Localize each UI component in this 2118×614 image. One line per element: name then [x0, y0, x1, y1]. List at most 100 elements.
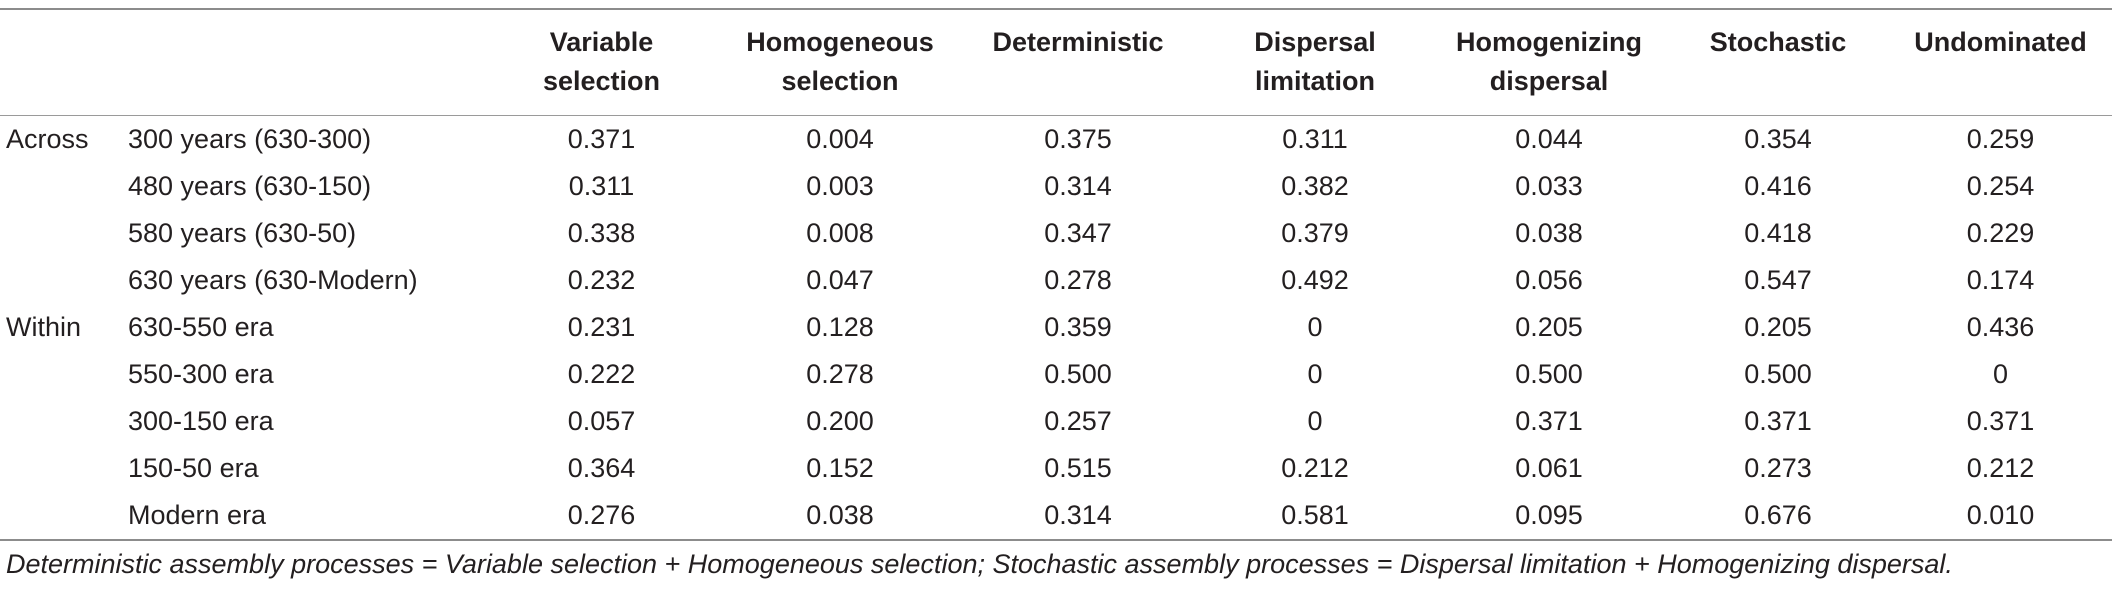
table-cell: 0.276 — [567, 500, 636, 530]
table-cell: 0.382 — [1281, 171, 1349, 201]
table-cell: 0.311 — [1199, 115, 1431, 163]
column-header-line1: Homogeneous — [746, 27, 934, 57]
data-table: Variable selection Homogeneous selection Det… — [0, 10, 2112, 539]
table-cell: 0.008 — [806, 218, 874, 248]
column-header — [128, 10, 480, 116]
table-cell: 0.500 — [1515, 359, 1583, 389]
row-label: 550-300 era — [128, 359, 274, 389]
table-cell: 0.311 — [568, 171, 635, 201]
row-group-label: Within — [6, 312, 82, 342]
table-row: 150-50 era 0.364 0.152 0.515 0.212 0.061 0.273… — [0, 445, 2112, 492]
table-row: 300-150 era 0.057 0.200 0.257 0 0.371 0.371 0.3… — [0, 398, 2112, 445]
table-cell: 0.200 — [806, 406, 874, 436]
table-cell: 0.547 — [1744, 265, 1812, 295]
table-cell: 0 — [1307, 312, 1323, 342]
row-label: 630-550 era — [128, 312, 274, 342]
table-cell: 0.416 — [1744, 171, 1812, 201]
table-cell: 0.492 — [1281, 265, 1349, 295]
table-cell: 0.056 — [1515, 265, 1583, 295]
row-label: Modern era — [128, 500, 267, 530]
row-label: 150-50 era — [128, 453, 259, 483]
column-header-line2: dispersal — [1489, 66, 1609, 96]
table-cell: 0.371 — [480, 115, 723, 163]
table-row: Modern era 0.276 0.038 0.314 0.581 0.095 0.676… — [0, 492, 2112, 539]
table-header: Variable selection Homogeneous selection Det… — [0, 10, 2112, 116]
column-header — [0, 10, 128, 116]
column-header: Dispersal limitation — [1199, 10, 1431, 116]
row-group-label — [0, 163, 128, 210]
row-group-label — [0, 351, 128, 398]
table-cell: 0.047 — [806, 265, 874, 295]
column-header: Variable selection — [480, 10, 723, 116]
table-cell: 0.515 — [1044, 453, 1112, 483]
table-cell: 0 — [1307, 359, 1323, 389]
row-label: 300-150 era — [128, 406, 274, 436]
table-cell: 0.174 — [1966, 265, 2035, 295]
table-cell: 0.231 — [567, 312, 636, 342]
table-footnote: Deterministic assembly processes = Varia… — [6, 549, 1953, 579]
table-cell: 0.371 — [1515, 406, 1583, 436]
row-label: 580 years (630-50) — [128, 218, 357, 248]
table-cell: 0.044 — [1431, 115, 1667, 163]
table-row: Across 300 years (630-300) 0.371 0.004 0.375… — [0, 115, 2112, 163]
table-cell: 0.229 — [1966, 218, 2035, 248]
table-cell: 0.205 — [1744, 312, 1812, 342]
table-cell: 0.061 — [1515, 453, 1583, 483]
table-cell: 0.128 — [806, 312, 874, 342]
table-cell: 0.212 — [1281, 453, 1349, 483]
table-cell: 0.003 — [806, 171, 874, 201]
row-label: 480 years (630-150) — [128, 171, 372, 201]
table-row: 580 years (630-50) 0.338 0.008 0.347 0.379 0.… — [0, 210, 2112, 257]
column-header-line1: Dispersal — [1254, 27, 1376, 57]
table-cell: 0.359 — [1044, 312, 1112, 342]
table-cell: 0.038 — [1515, 218, 1583, 248]
column-header-line1: Variable — [549, 27, 654, 57]
table-cell: 0.676 — [1744, 500, 1812, 530]
table-cell: 0.004 — [723, 115, 957, 163]
row-group-label: Across — [0, 115, 128, 163]
table-cell: 0 — [1307, 406, 1323, 436]
bottom-rule — [0, 539, 2112, 541]
table-cell: 0.212 — [1966, 453, 2035, 483]
table-cell: 0.038 — [806, 500, 874, 530]
table-cell: 0.500 — [1044, 359, 1112, 389]
table-cell: 0.418 — [1744, 218, 1812, 248]
row-group-label — [0, 398, 128, 445]
table-cell: 0.371 — [1744, 406, 1812, 436]
table-body: Across 300 years (630-300) 0.371 0.004 0.375… — [0, 115, 2112, 540]
table-cell: 0.347 — [1044, 218, 1112, 248]
table-cell: 0.259 — [1889, 115, 2112, 163]
row-group-label — [0, 492, 128, 539]
table-row: 630 years (630-Modern) 0.232 0.047 0.278 0.4… — [0, 257, 2112, 304]
row-group-label — [0, 257, 128, 304]
table-row: 550-300 era 0.222 0.278 0.500 0 0.500 0.500 0 — [0, 351, 2112, 398]
column-header-line1: Deterministic — [992, 27, 1164, 57]
column-header: Deterministic — [957, 10, 1199, 116]
column-header-line2: selection — [781, 66, 899, 96]
column-header-line1: Undominated — [1914, 27, 2087, 57]
table-row: 480 years (630-150) 0.311 0.003 0.314 0.382 0… — [0, 163, 2112, 210]
row-label: 630 years (630-Modern) — [128, 265, 418, 295]
column-header-line1: Stochastic — [1709, 27, 1847, 57]
table-cell: 0.033 — [1515, 171, 1583, 201]
table-cell: 0.278 — [806, 359, 874, 389]
table-cell: 0.500 — [1744, 359, 1812, 389]
table-cell: 0.057 — [567, 406, 636, 436]
table-cell: 0.010 — [1966, 500, 2035, 530]
table-cell: 0.254 — [1966, 171, 2035, 201]
column-header-line1: Homogenizing — [1456, 27, 1642, 57]
table-container: Variable selection Homogeneous selection Det… — [0, 8, 2112, 580]
table-cell: 0.278 — [1044, 265, 1112, 295]
column-header-line2: selection — [542, 66, 661, 96]
table-cell: 0.338 — [567, 218, 636, 248]
table-cell: 0.257 — [1044, 406, 1112, 436]
table-cell: 0.152 — [806, 453, 874, 483]
table-cell: 0.354 — [1667, 115, 1889, 163]
table-cell: 0.436 — [1966, 312, 2035, 342]
table-cell: 0.314 — [1044, 171, 1112, 201]
column-header: Homogenizing dispersal — [1431, 10, 1667, 116]
table-cell: 0.205 — [1515, 312, 1583, 342]
table-cell: 0 — [1992, 359, 2009, 389]
table-cell: 0.371 — [1966, 406, 2035, 436]
table-cell: 0.273 — [1744, 453, 1812, 483]
